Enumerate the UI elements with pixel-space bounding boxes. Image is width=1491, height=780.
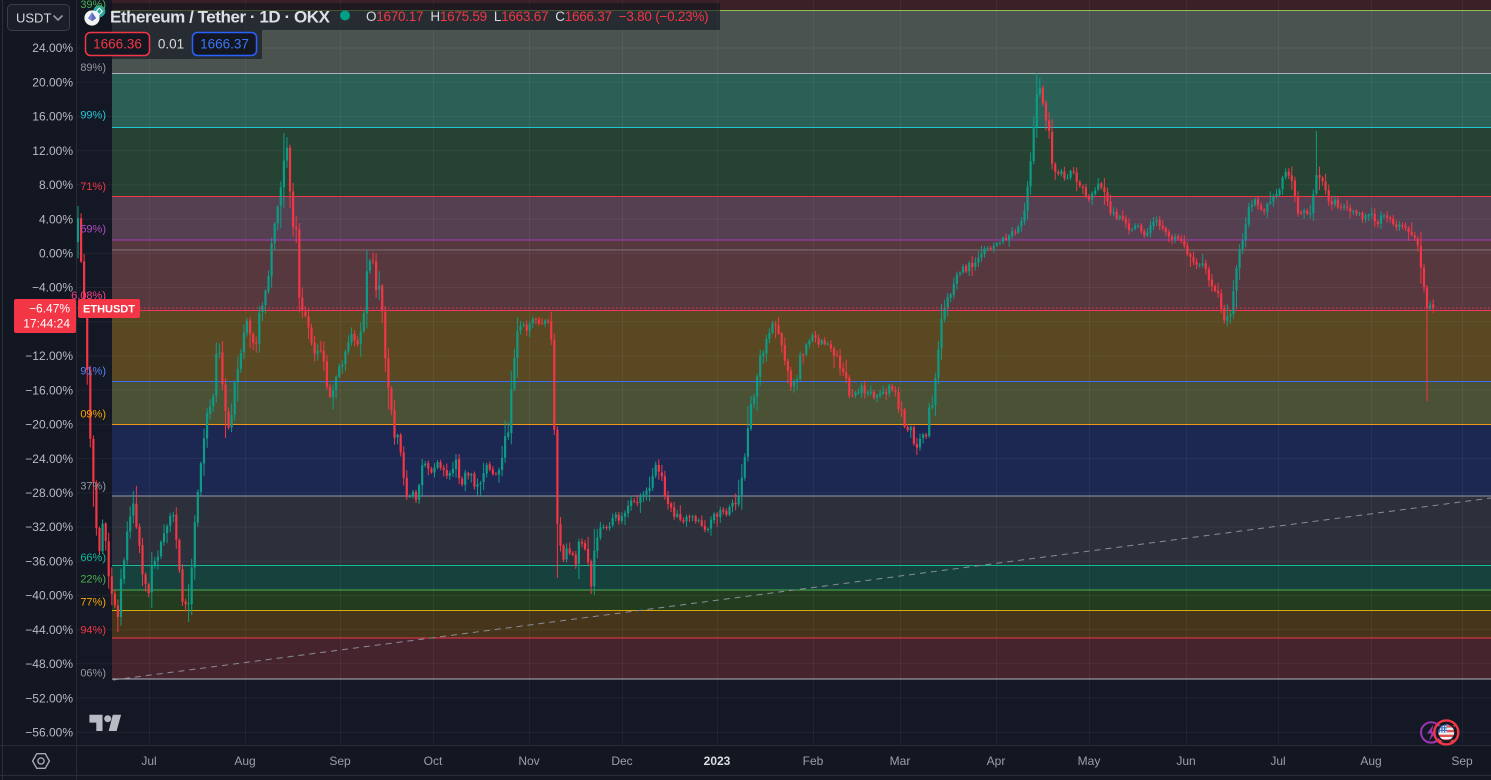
svg-text:Jul: Jul bbox=[141, 754, 156, 768]
svg-text:39%): 39%) bbox=[80, 0, 106, 11]
svg-text:89%): 89%) bbox=[80, 62, 106, 74]
svg-text:12.00%: 12.00% bbox=[32, 144, 73, 158]
svg-text:−36.00%: −36.00% bbox=[25, 554, 73, 568]
svg-text:Oct: Oct bbox=[424, 754, 443, 768]
svg-text:−48.00%: −48.00% bbox=[25, 657, 73, 671]
svg-text:0.01: 0.01 bbox=[158, 37, 184, 52]
svg-text:Feb: Feb bbox=[803, 754, 824, 768]
svg-text:24.00%: 24.00% bbox=[32, 41, 73, 55]
svg-text:Aug: Aug bbox=[1360, 754, 1381, 768]
svg-text:−28.00%: −28.00% bbox=[25, 486, 73, 500]
svg-text:−44.00%: −44.00% bbox=[25, 623, 73, 637]
svg-text:4.00%: 4.00% bbox=[39, 212, 73, 226]
svg-text:Sep: Sep bbox=[329, 754, 351, 768]
svg-text:1666.37: 1666.37 bbox=[200, 37, 249, 52]
svg-text:22%): 22%) bbox=[80, 574, 106, 586]
svg-text:Nov: Nov bbox=[518, 754, 539, 768]
svg-text:−4.00%: −4.00% bbox=[32, 281, 73, 295]
svg-text:37%): 37%) bbox=[80, 481, 106, 493]
svg-text:Apr: Apr bbox=[987, 754, 1006, 768]
svg-text:94%): 94%) bbox=[80, 625, 106, 637]
svg-text:0.00%: 0.00% bbox=[39, 247, 73, 261]
svg-text:66%): 66%) bbox=[80, 552, 106, 564]
svg-text:91%): 91%) bbox=[80, 366, 106, 378]
svg-text:May: May bbox=[1078, 754, 1101, 768]
svg-text:−16.00%: −16.00% bbox=[25, 383, 73, 397]
svg-text:1666.36: 1666.36 bbox=[93, 37, 142, 52]
svg-text:2023: 2023 bbox=[704, 754, 731, 768]
svg-text:59%): 59%) bbox=[80, 224, 106, 236]
svg-text:−52.00%: −52.00% bbox=[25, 691, 73, 705]
svg-text:77%): 77%) bbox=[80, 597, 106, 609]
svg-text:Aug: Aug bbox=[234, 754, 255, 768]
svg-text:Ethereum / Tether · 1D · OKX: Ethereum / Tether · 1D · OKX bbox=[110, 8, 331, 27]
svg-text:Jun: Jun bbox=[1176, 754, 1195, 768]
svg-text:Mar: Mar bbox=[890, 754, 911, 768]
svg-text:ETHUSDT: ETHUSDT bbox=[83, 304, 135, 316]
svg-text:−56.00%: −56.00% bbox=[25, 726, 73, 740]
svg-text:Sep: Sep bbox=[1451, 754, 1473, 768]
svg-text:−12.00%: −12.00% bbox=[25, 349, 73, 363]
svg-text:−6.47%: −6.47% bbox=[29, 302, 70, 316]
svg-text:USDT: USDT bbox=[16, 11, 51, 26]
svg-text:09%): 09%) bbox=[80, 409, 106, 421]
svg-text:8.00%: 8.00% bbox=[39, 178, 73, 192]
svg-text:Jul: Jul bbox=[1270, 754, 1285, 768]
svg-text:−40.00%: −40.00% bbox=[25, 589, 73, 603]
svg-text:−32.00%: −32.00% bbox=[25, 520, 73, 534]
svg-text:17:44:24: 17:44:24 bbox=[23, 317, 70, 331]
svg-text:71%): 71%) bbox=[80, 181, 106, 193]
svg-text:20.00%: 20.00% bbox=[32, 75, 73, 89]
svg-text:−24.00%: −24.00% bbox=[25, 452, 73, 466]
svg-text:Dec: Dec bbox=[611, 754, 632, 768]
svg-text:99%): 99%) bbox=[80, 110, 106, 122]
svg-text:06%): 06%) bbox=[80, 668, 106, 680]
svg-text:16.00%: 16.00% bbox=[32, 110, 73, 124]
svg-text:−20.00%: −20.00% bbox=[25, 418, 73, 432]
